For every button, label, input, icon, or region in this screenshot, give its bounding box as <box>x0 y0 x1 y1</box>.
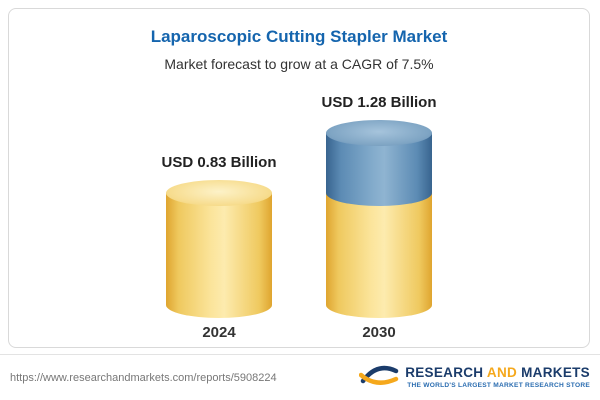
footer: https://www.researchandmarkets.com/repor… <box>0 354 600 400</box>
x-label-2030: 2030 <box>362 324 396 341</box>
x-label-2024: 2024 <box>202 324 236 341</box>
cylinder-2030 <box>326 120 432 318</box>
cylinder-2024-top <box>166 180 272 207</box>
value-label-2024: USD 0.83 Billion <box>161 154 277 172</box>
value-label-2030: USD 1.28 Billion <box>321 94 437 111</box>
logo-text: RESEARCH AND MARKETS THE WORLD'S LARGEST… <box>405 364 590 390</box>
logo-wordmark: RESEARCH AND MARKETS <box>405 364 590 380</box>
source-url-link[interactable]: https://www.researchandmarkets.com/repor… <box>10 371 277 384</box>
chart-card: Laparoscopic Cutting Stapler Market Mark… <box>8 8 590 348</box>
chart-title: Laparoscopic Cutting Stapler Market <box>150 27 448 46</box>
x-axis-labels: 2024 2030 <box>139 324 459 341</box>
logo-mark-icon <box>358 360 399 395</box>
chart-area: USD 0.83 Billion USD 1.28 Billion <box>139 74 459 318</box>
cylinder-2030-top <box>326 120 432 146</box>
cylinder-2024-body <box>166 193 272 318</box>
research-and-markets-logo[interactable]: RESEARCH AND MARKETS THE WORLD'S LARGEST… <box>358 360 590 395</box>
cylinder-2030-base-segment <box>326 193 432 318</box>
logo-tagline: THE WORLD'S LARGEST MARKET RESEARCH STOR… <box>407 382 590 390</box>
cylinder-2024 <box>166 180 272 318</box>
bar-column-2024: USD 0.83 Billion <box>139 74 299 318</box>
bar-column-2030: USD 1.28 Billion <box>299 74 459 318</box>
chart-subtitle: Market forecast to grow at a CAGR of 7.5… <box>164 56 434 72</box>
